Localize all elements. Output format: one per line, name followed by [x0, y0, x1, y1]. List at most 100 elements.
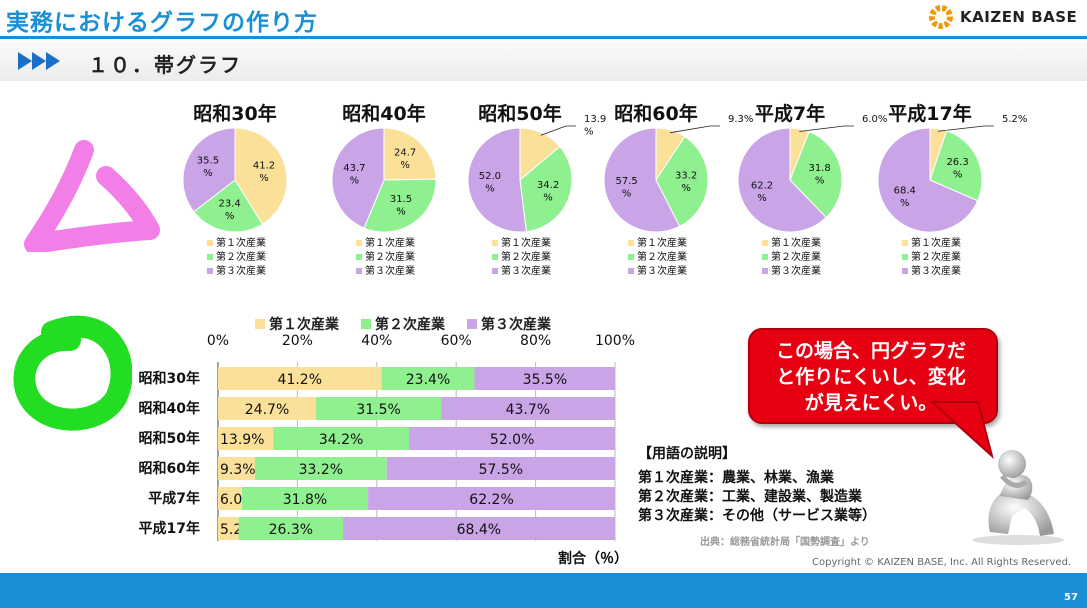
slide-title: 実務におけるグラフの作り方: [6, 10, 318, 36]
legend-swatch: [762, 254, 768, 260]
bar-segment: [368, 487, 615, 510]
pie-slice: [877, 127, 979, 233]
bar-segment: [408, 427, 616, 450]
logo-text: KAIZEN BASE: [960, 8, 1078, 26]
pie-data-label: 31.8%: [808, 163, 830, 187]
x-axis-label: 割合（％）: [558, 551, 628, 567]
bar-segment: [238, 517, 344, 540]
legend-swatch: [902, 254, 908, 260]
bar-segment: [474, 367, 616, 390]
legend-swatch: [207, 268, 213, 274]
pie-legend-label: 第２次産業: [501, 250, 551, 263]
bar-segment: [316, 397, 442, 420]
pie-data-label: 9.3%: [728, 114, 753, 125]
legend-swatch: [356, 240, 362, 246]
source-note: 出典：総務省統計局「国勢調査」より: [700, 537, 870, 548]
pie-leader-line: [540, 125, 576, 136]
triple-arrow-icon: [18, 52, 60, 70]
pie-data-label: 41.2%: [253, 161, 275, 185]
pie-legend-label: 第２次産業: [365, 250, 415, 263]
bar-data-label: 68.4%: [457, 522, 501, 538]
pie-data-label: 6.0%: [862, 114, 887, 125]
term-item: 第２次産業：工業、建設業、製造業: [638, 489, 862, 505]
pie-data-label: 13.9%: [584, 114, 606, 138]
bar-segment: [241, 487, 369, 510]
pie-legend-label: 第１次産業: [771, 236, 821, 249]
pie-legend-label: 第２次産業: [637, 250, 687, 263]
callout-tail: [930, 401, 994, 459]
bar-segment: [273, 427, 409, 450]
pie-legend-label: 第２次産業: [911, 250, 961, 263]
category-label: 昭和60年: [139, 460, 200, 477]
pie-title: 昭和30年: [193, 102, 276, 125]
pie-leader-line: [937, 125, 994, 132]
bar-segment: [218, 367, 382, 390]
legend-swatch: [902, 268, 908, 274]
logo: KAIZEN BASE: [928, 4, 1077, 30]
term-item: 第１次産業：農業、林業、漁業: [638, 470, 834, 486]
category-label: 平成17年: [139, 520, 200, 537]
bar-data-label: 41.2%: [278, 372, 322, 388]
bar-data-label: 35.5%: [523, 372, 567, 388]
x-tick-label: 100%: [595, 333, 635, 349]
pie-legend-label: 第１次産業: [501, 236, 551, 249]
copyright: Copyright © KAIZEN BASE, Inc. All Rights…: [812, 557, 1072, 568]
pie-slice: [193, 179, 264, 233]
pie-data-label: 23.4%: [219, 199, 241, 223]
pie-leader-line: [670, 125, 720, 134]
category-label: 昭和30年: [139, 370, 200, 387]
x-tick-label: 20%: [282, 333, 313, 349]
x-tick-label: 40%: [361, 333, 392, 349]
legend-item-tertiary: 第３次産業: [467, 314, 551, 334]
pie-slice: [383, 127, 437, 181]
pie-slice: [363, 178, 437, 233]
legend-swatch: [628, 268, 634, 274]
bar-segment: [218, 487, 242, 510]
pie-data-label: 52.0%: [479, 171, 501, 195]
pie-slice: [467, 127, 527, 233]
callout-bubble: [748, 328, 998, 424]
x-tick-label: 60%: [441, 333, 472, 349]
pie-data-label: 33.2%: [675, 171, 697, 195]
legend-swatch: [762, 268, 768, 274]
pie-legend-label: 第３次産業: [911, 264, 961, 277]
pie-slice: [929, 130, 983, 202]
pie-slice: [331, 127, 385, 229]
bar-data-label: 52.0%: [490, 432, 534, 448]
pie-data-label: 43.7%: [343, 163, 365, 187]
bar-chart-legend: 第１次産業 第２次産業 第３次産業: [255, 314, 551, 334]
pie-legend-label: 第１次産業: [216, 236, 266, 249]
pie-data-label: 35.5%: [197, 156, 219, 180]
category-label: 昭和40年: [139, 400, 200, 417]
x-tick-label: 0%: [207, 333, 229, 349]
bar-data-label: 62.2%: [469, 492, 513, 508]
page-number: 57: [1064, 592, 1078, 603]
category-label: 平成7年: [148, 490, 200, 507]
x-tick-label: 80%: [520, 333, 551, 349]
legend-swatch: [207, 240, 213, 246]
pie-data-label: 57.5%: [616, 176, 638, 200]
pie-legend-label: 第３次産業: [637, 264, 687, 277]
pie-data-label: 34.2%: [537, 180, 559, 204]
bar-data-label: 33.2%: [299, 462, 343, 478]
pie-legend-label: 第２次産業: [216, 250, 266, 263]
legend-swatch: [492, 240, 498, 246]
pie-legend-label: 第２次産業: [771, 250, 821, 263]
bar-segment: [218, 397, 317, 420]
legend-swatch: [762, 240, 768, 246]
pie-slice: [603, 127, 681, 233]
bar-data-label: 31.5%: [356, 402, 400, 418]
bar-segment: [343, 517, 615, 540]
pie-data-label: 31.5%: [390, 194, 412, 218]
circle-mark-icon: [13, 315, 132, 431]
pie-data-label: 26.3%: [946, 157, 968, 181]
header-rule: [0, 36, 1087, 39]
pie-data-label: 62.2%: [751, 180, 773, 204]
pie-legend-label: 第３次産業: [216, 264, 266, 277]
pie-legend-label: 第１次産業: [365, 236, 415, 249]
bar-segment: [254, 457, 387, 480]
pie-slice: [789, 131, 843, 219]
bar-segment: [381, 367, 475, 390]
legend-swatch: [628, 240, 634, 246]
